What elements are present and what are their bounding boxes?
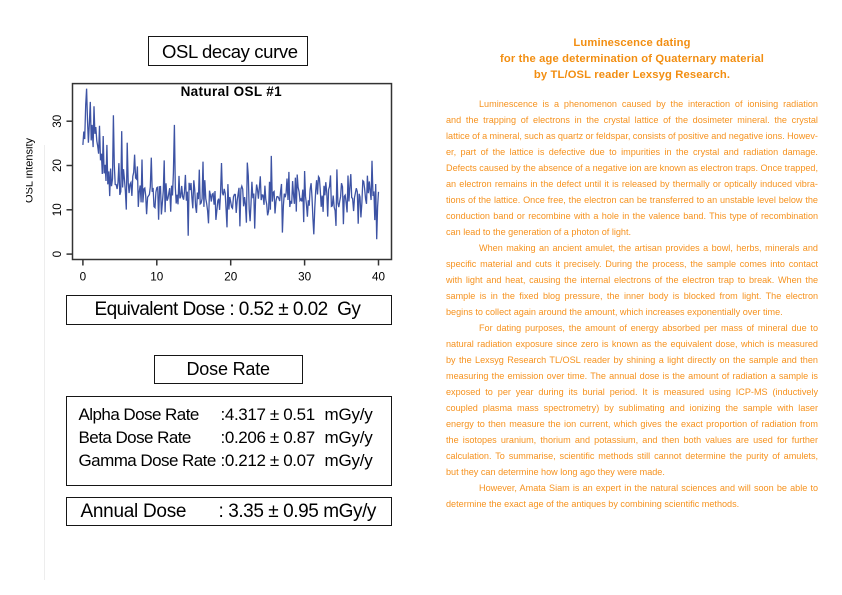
svg-text:20: 20 [224,270,238,283]
svg-text:20: 20 [51,159,64,173]
svg-text:30: 30 [51,114,64,128]
svg-text:OSL intensity: OSL intensity [26,137,36,203]
svg-text:Natural OSL #1: Natural OSL #1 [181,84,283,99]
svg-text:10: 10 [150,270,164,283]
svg-text:30: 30 [298,270,312,283]
svg-text:40: 40 [372,270,386,283]
svg-text:10: 10 [51,203,64,217]
svg-text:0: 0 [80,270,87,283]
svg-text:0: 0 [51,250,64,257]
